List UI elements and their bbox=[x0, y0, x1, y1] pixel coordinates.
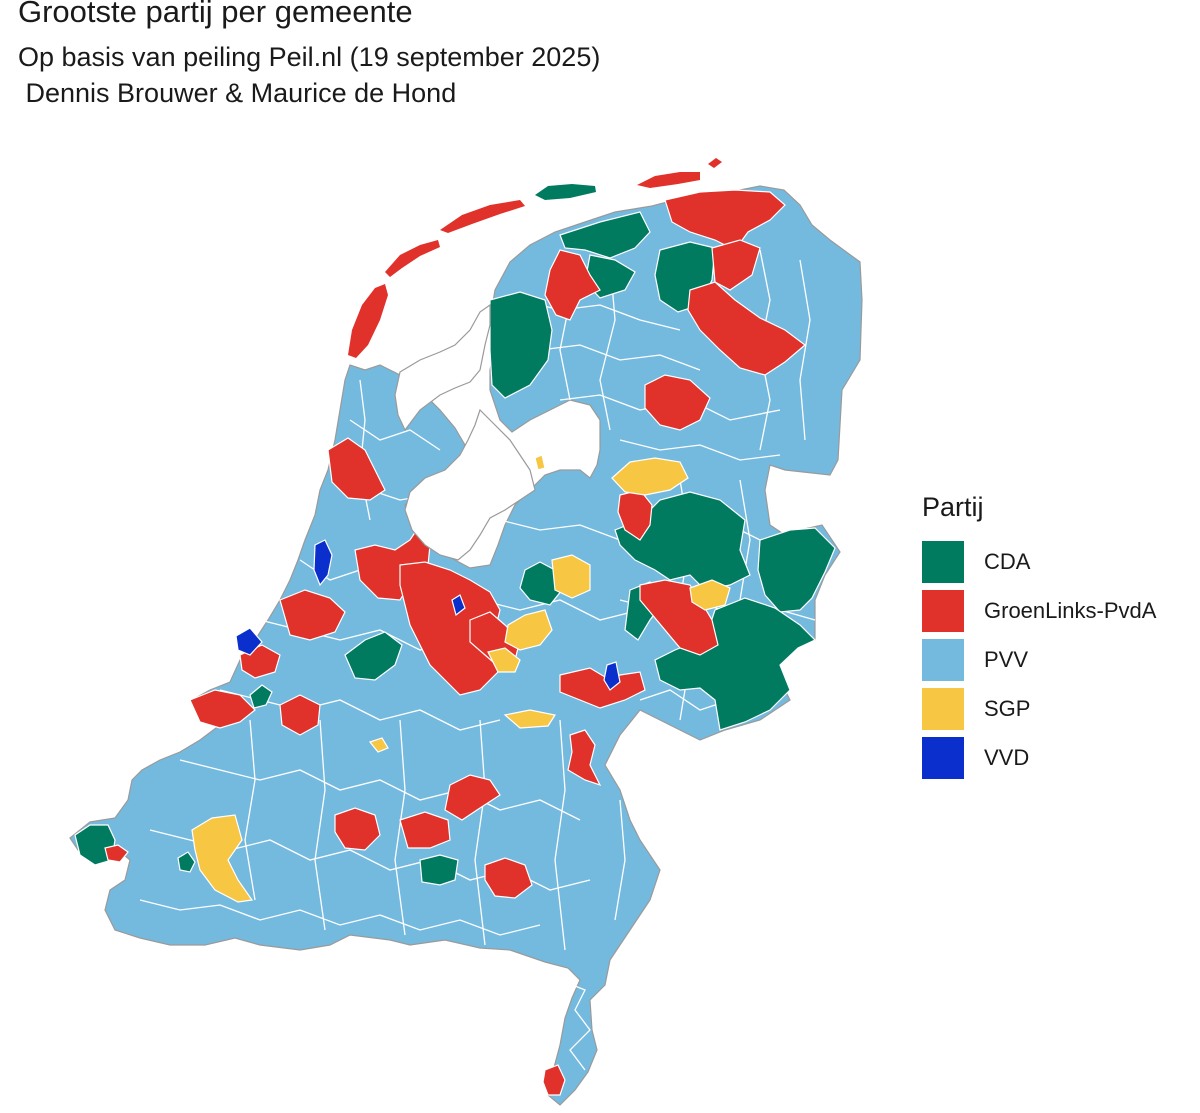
island-rottumeroog bbox=[708, 158, 722, 168]
legend-swatch bbox=[922, 638, 964, 681]
ijsselmeer-outline bbox=[394, 303, 536, 561]
legend-item-vvd: VVD bbox=[922, 733, 1156, 782]
cda-regions bbox=[74, 211, 836, 886]
legend: Partij CDA GroenLinks-PvdA PVV SGP VVD bbox=[922, 492, 1156, 782]
glpvda-regions bbox=[104, 189, 806, 1096]
sgp-regions bbox=[191, 454, 731, 903]
author-credit: Dennis Brouwer & Maurice de Hond bbox=[18, 78, 457, 108]
legend-label: CDA bbox=[984, 548, 1031, 574]
page-title: Grootste partij per gemeente bbox=[18, 0, 413, 29]
legend-label: VVD bbox=[984, 744, 1030, 770]
wadden-islands bbox=[348, 158, 722, 358]
island-texel bbox=[348, 284, 388, 358]
island-schiermonnikoog bbox=[637, 172, 700, 188]
legend-title: Partij bbox=[922, 492, 984, 522]
island-ameland bbox=[535, 184, 596, 200]
page-subtitle: Op basis van peiling Peil.nl (19 septemb… bbox=[18, 42, 601, 72]
legend-item-pvv: PVV bbox=[922, 635, 1156, 684]
legend-swatch bbox=[922, 540, 964, 583]
legend-item-sgp: SGP bbox=[922, 684, 1156, 733]
legend-swatch bbox=[922, 736, 964, 779]
legend-item-cda: CDA bbox=[922, 537, 1156, 586]
legend-label: PVV bbox=[984, 646, 1029, 672]
island-terschelling bbox=[440, 200, 525, 233]
legend-item-glpvda: GroenLinks-PvdA bbox=[922, 586, 1156, 635]
legend-swatch bbox=[922, 589, 964, 632]
vvd-regions bbox=[235, 539, 621, 691]
legend-label: SGP bbox=[984, 695, 1031, 721]
legend-swatch bbox=[922, 687, 964, 730]
island-vlieland bbox=[385, 240, 440, 277]
legend-label: GroenLinks-PvdA bbox=[984, 597, 1157, 623]
